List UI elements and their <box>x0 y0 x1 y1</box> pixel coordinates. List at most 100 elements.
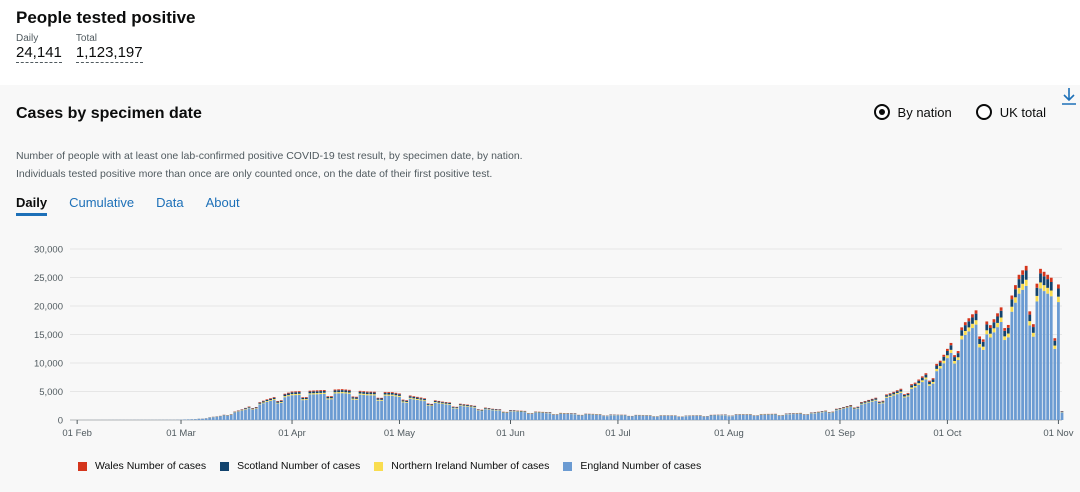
legend-item-northern-ireland[interactable]: Northern Ireland Number of cases <box>374 460 549 472</box>
bar-scotland <box>931 379 935 382</box>
legend-label-northern-ireland: Northern Ireland Number of cases <box>391 460 550 472</box>
bar-northern-ireland <box>1006 333 1010 338</box>
bar-northern-ireland <box>1042 285 1046 292</box>
tab-about[interactable]: About <box>205 195 240 210</box>
bar-northern-ireland <box>415 398 419 400</box>
bar-scotland <box>899 389 903 392</box>
bar-wales <box>996 313 999 317</box>
bar-scotland <box>373 392 376 395</box>
bar-england <box>838 409 842 420</box>
bar-england <box>960 339 964 420</box>
bar-wales <box>1046 274 1050 280</box>
download-icon[interactable] <box>1058 85 1080 107</box>
bar-scotland <box>906 393 910 396</box>
bar-scotland <box>842 407 845 409</box>
bar-england <box>899 392 903 420</box>
bar-wales <box>265 399 269 400</box>
bar-wales <box>358 390 362 392</box>
bar-england <box>931 383 935 420</box>
bar-scotland <box>330 396 333 399</box>
bar-wales <box>870 398 874 400</box>
bar-england <box>344 393 348 420</box>
bar-england <box>276 403 280 420</box>
bar-england <box>369 395 373 420</box>
bar-wales <box>415 396 419 398</box>
bar-wales <box>423 398 426 399</box>
bar-wales <box>899 388 903 390</box>
total-value[interactable]: 1,123,197 <box>75 44 143 63</box>
bar-scotland <box>863 401 867 403</box>
bar-northern-ireland <box>426 404 430 406</box>
bar-scotland <box>942 356 946 361</box>
bar-england <box>201 418 204 420</box>
bar-england <box>193 419 197 420</box>
bar-wales <box>408 395 412 397</box>
radio-checked-icon <box>873 104 890 120</box>
bar-northern-ireland <box>888 395 892 397</box>
daily-value[interactable]: 24,141 <box>16 44 62 63</box>
bar-england <box>373 395 376 420</box>
bar-wales <box>1049 277 1053 282</box>
bar-england <box>394 396 398 420</box>
radio-uk-total[interactable]: UK total <box>975 104 1046 120</box>
bar-northern-ireland <box>860 403 863 405</box>
bar-scotland <box>415 397 419 399</box>
summary-title: People tested positive <box>16 8 196 27</box>
bar-scotland <box>1024 270 1028 280</box>
tab-daily[interactable]: Daily <box>16 195 48 216</box>
tab-cumulative[interactable]: Cumulative <box>69 195 135 210</box>
bar-northern-ireland <box>272 399 276 401</box>
legend-item-scotland[interactable]: Scotland Number of cases <box>220 460 360 472</box>
bar-northern-ireland <box>981 346 985 350</box>
bar-england <box>673 416 677 420</box>
bar-england <box>680 416 684 420</box>
bar-england <box>491 410 494 420</box>
bar-northern-ireland <box>895 392 899 395</box>
bar-wales <box>308 390 312 392</box>
bar-england <box>1010 311 1014 420</box>
bar-northern-ireland <box>917 383 921 385</box>
bar-england <box>763 414 767 420</box>
legend-item-england[interactable]: England Number of cases <box>563 460 701 472</box>
bar-northern-ireland <box>863 402 867 404</box>
bar-england <box>355 399 358 420</box>
bar-england <box>455 408 459 420</box>
bar-england <box>813 413 817 420</box>
bar-england <box>577 415 580 420</box>
bar-wales <box>917 379 921 381</box>
bar-england <box>645 415 648 420</box>
bar-scotland <box>387 392 391 395</box>
bar-scotland <box>1006 327 1010 334</box>
bar-england <box>441 404 444 420</box>
bar-england <box>928 385 931 420</box>
bar-scotland <box>895 391 899 393</box>
bar-scotland <box>856 407 860 408</box>
bar-england <box>963 334 967 420</box>
bar-northern-ireland <box>448 404 452 405</box>
bar-england <box>337 393 340 420</box>
bar-wales <box>315 390 319 392</box>
legend-item-wales[interactable]: Wales Number of cases <box>78 460 206 472</box>
radio-by-nation[interactable]: By nation <box>873 104 952 120</box>
bar-scotland <box>1010 299 1014 307</box>
chart-card: Cases by specimen date By nation UK tota… <box>0 85 1080 492</box>
bar-england <box>702 416 706 420</box>
bar-scotland <box>946 350 949 356</box>
bar-wales <box>304 397 308 398</box>
bar-england <box>319 394 323 420</box>
bar-england <box>860 404 863 420</box>
bar-wales <box>401 399 405 401</box>
bar-england <box>913 387 917 420</box>
bar-england <box>738 414 742 420</box>
x-tick-label: 01 Jun <box>496 428 525 439</box>
bar-northern-ireland <box>956 357 960 361</box>
bar-england <box>351 399 355 420</box>
bar-england <box>312 394 315 420</box>
bar-scotland <box>319 391 323 393</box>
tab-data[interactable]: Data <box>156 195 184 210</box>
bar-england <box>792 414 795 420</box>
bar-scotland <box>956 353 960 358</box>
bar-northern-ireland <box>910 387 913 389</box>
bar-scotland <box>519 410 523 412</box>
bar-northern-ireland <box>340 391 344 394</box>
